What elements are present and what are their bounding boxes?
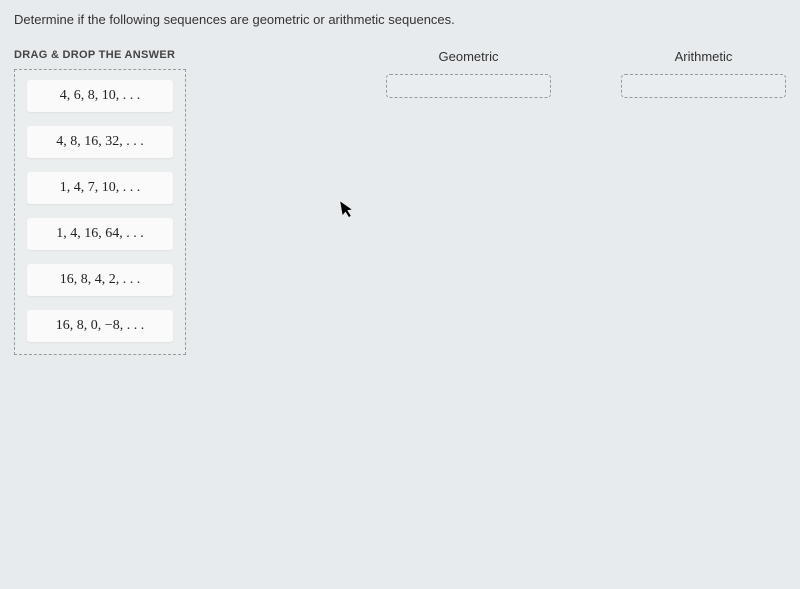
answer-item[interactable]: 1, 4, 16, 64, . . . [27, 218, 173, 250]
answer-bank: 4, 6, 8, 10, . . . 4, 8, 16, 32, . . . 1… [14, 69, 186, 355]
drop-zones-container: Geometric Arithmetic [386, 49, 786, 355]
answer-item[interactable]: 1, 4, 7, 10, . . . [27, 172, 173, 204]
answer-item[interactable]: 16, 8, 4, 2, . . . [27, 264, 173, 296]
answer-item[interactable]: 4, 6, 8, 10, . . . [27, 80, 173, 112]
answer-bank-header: DRAG & DROP THE ANSWER [14, 49, 186, 61]
drop-zone-geometric[interactable] [386, 74, 551, 98]
content-area: DRAG & DROP THE ANSWER 4, 6, 8, 10, . . … [0, 39, 800, 365]
answer-item[interactable]: 16, 8, 0, −8, . . . [27, 310, 173, 342]
drop-zone-group-geometric: Geometric [386, 49, 551, 355]
answer-item[interactable]: 4, 8, 16, 32, . . . [27, 126, 173, 158]
drop-zone-label: Geometric [439, 49, 499, 64]
drop-zone-label: Arithmetic [675, 49, 733, 64]
drop-zone-arithmetic[interactable] [621, 74, 786, 98]
answer-bank-section: DRAG & DROP THE ANSWER 4, 6, 8, 10, . . … [14, 49, 186, 355]
drop-zone-group-arithmetic: Arithmetic [621, 49, 786, 355]
question-prompt: Determine if the following sequences are… [0, 0, 800, 39]
